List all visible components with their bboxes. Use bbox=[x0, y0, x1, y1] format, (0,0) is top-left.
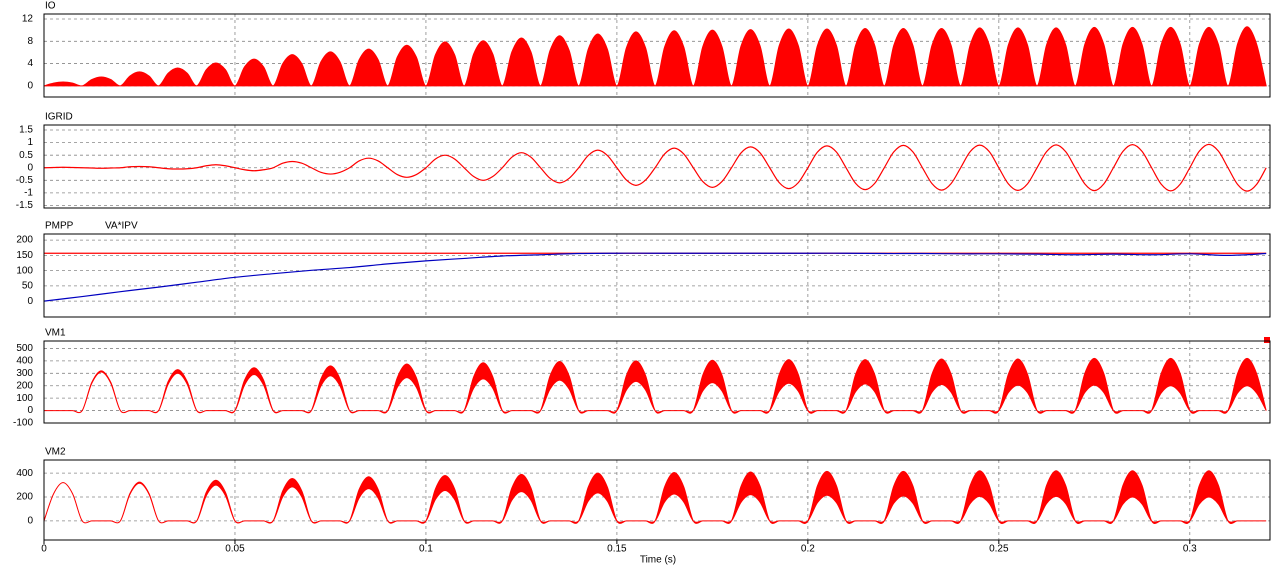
series-label: IO bbox=[45, 1, 56, 12]
series-line bbox=[44, 252, 1267, 302]
y-tick-label: 100 bbox=[16, 265, 33, 276]
plot-area bbox=[44, 252, 1267, 302]
series-area bbox=[44, 26, 1267, 87]
panel-frame bbox=[43, 124, 1271, 209]
series-label: PMPP bbox=[45, 221, 74, 232]
y-tick-label: 0.5 bbox=[19, 150, 33, 161]
y-tick-label: 400 bbox=[16, 468, 33, 479]
y-tick-label: 200 bbox=[16, 235, 33, 246]
x-tick-label: 0.3 bbox=[1183, 544, 1197, 555]
y-tick-label: 0 bbox=[27, 296, 33, 307]
y-tick-label: 400 bbox=[16, 356, 33, 367]
panel-frame bbox=[43, 13, 1271, 98]
x-tick-label: 0.05 bbox=[225, 544, 245, 555]
y-tick-label: 0 bbox=[27, 405, 33, 416]
y-tick-label: 100 bbox=[16, 393, 33, 404]
y-tick-label: 0 bbox=[27, 80, 33, 91]
y-tick-label: -100 bbox=[13, 418, 33, 429]
y-tick-label: 500 bbox=[16, 343, 33, 354]
y-tick-label: 1 bbox=[27, 137, 33, 148]
y-tick-label: 50 bbox=[22, 281, 34, 292]
series-label: VM2 bbox=[45, 447, 66, 458]
plot-area bbox=[44, 143, 1267, 192]
x-axis-label: Time (s) bbox=[640, 555, 676, 566]
x-tick-label: 0.2 bbox=[801, 544, 815, 555]
x-tick-label: 0.25 bbox=[989, 544, 1009, 555]
y-tick-label: -1 bbox=[24, 188, 33, 199]
series-label: IGRID bbox=[45, 112, 73, 123]
y-tick-label: -1.5 bbox=[16, 200, 34, 211]
y-tick-label: 200 bbox=[16, 380, 33, 391]
series-label: VA*IPV bbox=[105, 221, 138, 232]
x-tick-label: 0.15 bbox=[607, 544, 627, 555]
y-tick-label: 12 bbox=[22, 14, 34, 25]
plot-area bbox=[44, 357, 1267, 414]
y-tick-label: 4 bbox=[27, 58, 33, 69]
y-tick-label: 0 bbox=[27, 162, 33, 173]
y-tick-label: 8 bbox=[27, 36, 33, 47]
y-tick-label: -0.5 bbox=[16, 175, 34, 186]
y-tick-label: 150 bbox=[16, 250, 33, 261]
series-line bbox=[44, 143, 1267, 192]
series-band bbox=[44, 357, 1267, 414]
series-label: VM1 bbox=[45, 328, 66, 339]
panel-frame bbox=[43, 340, 1271, 424]
y-tick-label: 1.5 bbox=[19, 125, 33, 136]
x-tick-label: 0 bbox=[41, 544, 47, 555]
panel-frame bbox=[43, 459, 1271, 541]
series-band bbox=[44, 470, 1267, 524]
x-tick-label: 0.1 bbox=[419, 544, 433, 555]
plot-area bbox=[44, 26, 1267, 87]
y-tick-label: 300 bbox=[16, 368, 33, 379]
y-tick-label: 200 bbox=[16, 492, 33, 503]
y-tick-label: 0 bbox=[27, 516, 33, 527]
plot-area bbox=[44, 470, 1267, 524]
panel-frame bbox=[43, 233, 1271, 318]
marker bbox=[1264, 337, 1270, 343]
